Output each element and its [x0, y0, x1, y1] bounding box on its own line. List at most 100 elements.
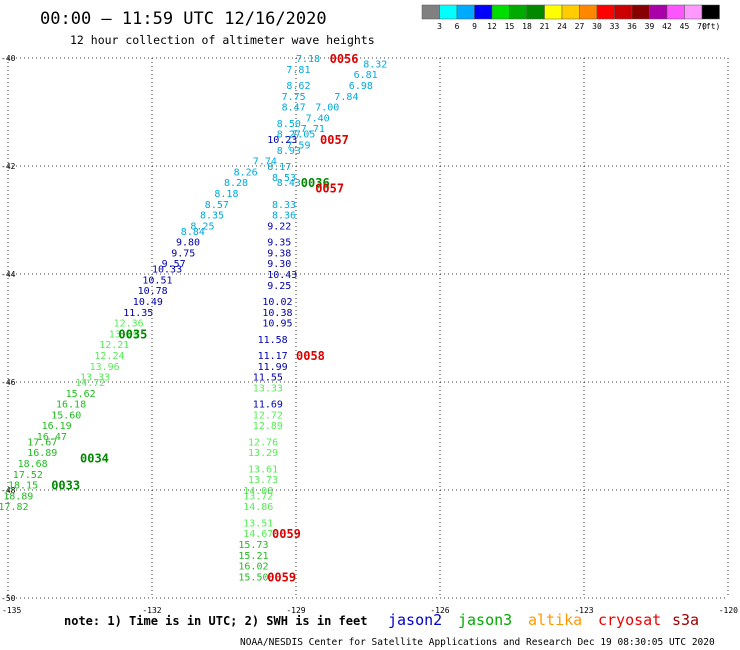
wave-height-value: 14.67	[243, 529, 273, 540]
wave-height-value: 10.23	[267, 135, 297, 146]
wave-height-value: 8.27	[277, 130, 301, 141]
pass-number-label: 0056	[330, 52, 359, 66]
wave-height-value: 7.05	[291, 130, 315, 141]
footer-credit: NOAA/NESDIS Center for Satellite Applica…	[240, 637, 715, 648]
wave-height-value: 8.18	[214, 189, 238, 200]
wave-height-value: 14.72	[75, 378, 105, 389]
legend-swatch	[631, 4, 650, 20]
wave-height-value: 9.22	[267, 221, 291, 232]
x-tick-label: -126	[430, 606, 449, 615]
wave-height-value: 11.69	[253, 400, 283, 411]
pass-number-label: 0059	[272, 527, 301, 541]
wave-height-value: 18.89	[3, 491, 33, 502]
wave-height-value: 8.93	[277, 146, 301, 157]
wave-height-value: 7.84	[334, 92, 358, 103]
wave-height-value: 11.55	[253, 373, 283, 384]
wave-height-value: 7.40	[306, 113, 330, 124]
wave-height-value: 13.51	[243, 518, 273, 529]
wave-height-value: 15.21	[238, 551, 268, 562]
legend-swatch	[491, 4, 510, 20]
wave-height-value: 18.68	[18, 459, 48, 470]
x-axis-ticks: -135 -132 -129 -126 -123 -120	[2, 606, 738, 615]
pass-number-label: 0034	[80, 452, 109, 466]
legend-swatch	[701, 4, 720, 20]
legend-swatch	[596, 4, 615, 20]
wave-height-value: 10.38	[262, 308, 292, 319]
wave-height-value: 13.61	[248, 464, 278, 475]
wave-height-value: 13.33	[80, 373, 110, 384]
satellite-jason2: jason2	[388, 611, 442, 629]
wave-height-value: 12.76	[248, 437, 278, 448]
wave-height-labels: 7.18 8.32 7.81 6.81 8.62 6.98 7.75 7.84 8.47 7.00…	[0, 54, 387, 583]
y-axis-ticks: -40 -42 -44 -46 -48 -50	[1, 54, 16, 603]
wave-height-value: 8.47	[282, 103, 306, 114]
legend-label: 45	[680, 22, 690, 31]
wave-height-value: 10.49	[133, 297, 163, 308]
wave-height-value: 13.96	[90, 362, 120, 373]
wave-height-value: 7.00	[315, 103, 339, 114]
wave-height-value: 8.17	[267, 162, 291, 173]
wave-height-value: 8.53	[272, 173, 296, 184]
chart-title: 00:00 — 11:59 UTC 12/16/2020	[40, 9, 327, 29]
wave-height-value: 11.35	[123, 308, 153, 319]
wave-height-value: 18.15	[8, 481, 38, 492]
legend-label: 21	[540, 22, 550, 31]
wave-height-value: 8.35	[200, 211, 224, 222]
wave-height-value: 7.18	[296, 54, 320, 65]
wave-height-value: 8.50	[277, 119, 301, 130]
wave-height-value: 10.95	[262, 319, 292, 330]
legend-label: 39	[645, 22, 655, 31]
legend-swatch	[666, 4, 685, 20]
wave-height-value: 8.25	[190, 221, 214, 232]
pass-number-label: 0059	[267, 570, 296, 584]
wave-height-value: 6.98	[349, 81, 373, 92]
wave-height-value: 12.36	[114, 319, 144, 330]
legend-label: 36	[627, 22, 637, 31]
wave-height-value: 15.62	[66, 389, 96, 400]
satellite-cryosat: cryosat	[598, 611, 661, 629]
legend-swatch	[544, 4, 563, 20]
wave-height-value: 8.57	[205, 200, 229, 211]
wave-height-value: 15.60	[51, 410, 81, 421]
wave-height-value: 7.59	[286, 140, 310, 151]
wave-height-value: 10.51	[142, 275, 172, 286]
wave-height-value: 16.89	[27, 448, 57, 459]
y-tick-label: -40	[1, 54, 16, 63]
x-tick-label: -132	[142, 606, 161, 615]
legend-swatch	[561, 4, 580, 20]
wave-height-value: 16.19	[42, 421, 72, 432]
wave-height-value: 9.57	[162, 259, 186, 270]
legend-label: 18	[522, 22, 532, 31]
legend-swatch	[456, 4, 475, 20]
legend-label: 33	[610, 22, 620, 31]
wave-height-value: 12.24	[94, 351, 124, 362]
wave-height-value: 8.33	[272, 200, 296, 211]
y-tick-label: -46	[1, 378, 16, 387]
legend-swatch	[509, 4, 528, 20]
wave-height-value: 9.25	[267, 281, 291, 292]
pass-number-label: 0036	[301, 176, 330, 190]
legend-label: 24	[557, 22, 567, 31]
legend-label: (ft)	[701, 22, 720, 31]
legend-swatch	[579, 4, 598, 20]
wave-height-value: 7.75	[282, 92, 306, 103]
pass-number-label: 0035	[118, 327, 147, 341]
color-legend: 3 6 9 12 15 18 21 24 27 30 33 36 39 42 45 70(ft)	[421, 4, 720, 31]
y-tick-label: -44	[1, 270, 16, 279]
pass-number-label: 0057	[320, 133, 349, 147]
legend-swatch	[439, 4, 458, 20]
wave-height-value: 15.73	[238, 540, 268, 551]
wave-height-value: 17.82	[0, 502, 29, 513]
x-tick-label: -120	[719, 606, 738, 615]
wave-height-value: 12.89	[253, 421, 283, 432]
wave-height-value: 16.02	[238, 562, 268, 573]
wave-height-value: 10.43	[267, 270, 297, 281]
x-tick-label: -123	[574, 606, 593, 615]
wave-height-value: 9.30	[267, 259, 291, 270]
wave-height-value: 9.75	[171, 248, 195, 259]
wave-height-value: 10.02	[262, 297, 292, 308]
wave-height-value: 7.74	[253, 157, 277, 168]
wave-height-value: 17.67	[27, 437, 57, 448]
y-tick-label: -42	[1, 162, 16, 171]
